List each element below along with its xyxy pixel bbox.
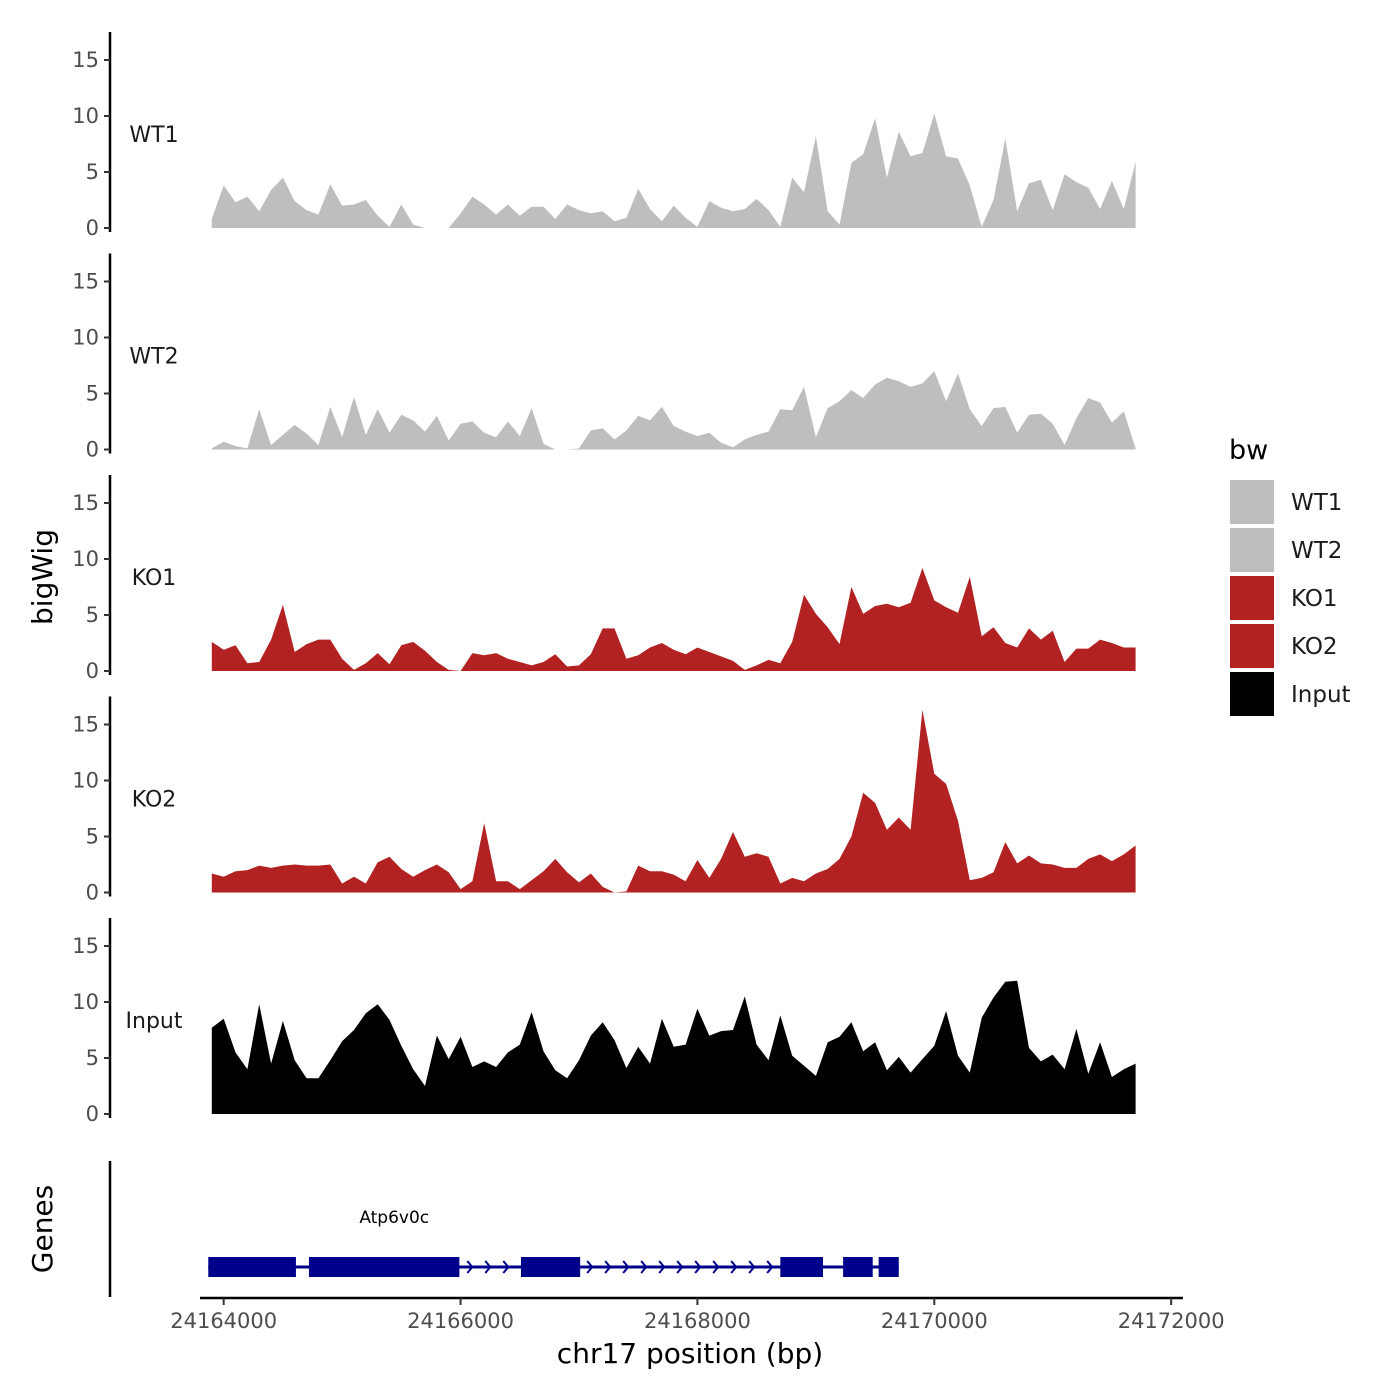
track-label: KO1 <box>132 566 177 591</box>
y-tick-label: 10 <box>72 326 99 350</box>
legend-swatch-wt2 <box>1230 528 1274 572</box>
strand-arrow <box>622 1260 630 1274</box>
legend-label-wt1: WT1 <box>1291 490 1342 516</box>
y-tick-label: 0 <box>86 438 99 462</box>
y-tick-label: 0 <box>86 659 99 683</box>
legend-swatch-wt1 <box>1230 480 1274 524</box>
strand-arrow <box>730 1260 738 1274</box>
x-tick-label: 24166000 <box>407 1309 514 1333</box>
signal-area-wt2 <box>211 371 1136 450</box>
track-input: 0 5 10 15 Input <box>72 918 1136 1126</box>
track-label: Input <box>126 1009 183 1034</box>
x-axis-title: chr17 position (bp) <box>557 1337 823 1370</box>
signal-area-ko1 <box>211 568 1136 671</box>
y-tick-label: 10 <box>72 547 99 571</box>
strand-arrow <box>766 1260 774 1274</box>
strand-arrow <box>640 1260 648 1274</box>
y-tick-label: 5 <box>86 1046 99 1070</box>
strand-arrow <box>466 1260 474 1274</box>
y-tick-label: 5 <box>86 603 99 627</box>
track-wt1: 0 5 10 15 WT1 <box>72 32 1136 240</box>
gene-exon <box>878 1257 899 1277</box>
y-tick-label: 15 <box>72 48 99 72</box>
legend-title: bw <box>1229 435 1268 466</box>
y-tick-label: 5 <box>86 160 99 184</box>
gene-model <box>580 1257 899 1277</box>
track-ko1: 0 5 10 15 KO1 <box>72 475 1136 683</box>
legend-swatch-ko2 <box>1230 624 1274 668</box>
track-label: KO2 <box>132 788 177 813</box>
track-label: WT1 <box>129 123 178 148</box>
gene-exon <box>780 1257 823 1277</box>
y-axis-title: bigWig <box>26 529 59 625</box>
track-ko2: 0 5 10 15 KO2 <box>72 696 1136 905</box>
strand-arrow <box>502 1260 510 1274</box>
legend: bw WT1 WT2 KO1 KO2 Input <box>1229 435 1351 716</box>
y-tick-label: 0 <box>86 216 99 240</box>
x-tick-label: 24164000 <box>170 1309 277 1333</box>
strand-arrow <box>586 1260 594 1274</box>
y-tick-label: 15 <box>72 491 99 515</box>
legend-label-ko1: KO1 <box>1291 586 1338 612</box>
y-tick-label: 10 <box>72 104 99 128</box>
y-tick-label: 0 <box>86 881 99 905</box>
signal-area-input <box>211 980 1136 1114</box>
signal-area-ko2 <box>211 709 1136 893</box>
gene-exon <box>308 1257 460 1277</box>
strand-arrow <box>748 1260 756 1274</box>
legend-label-wt2: WT2 <box>1291 538 1342 564</box>
gene-exon <box>843 1257 873 1277</box>
y-tick-label: 10 <box>72 769 99 793</box>
legend-swatch-ko1 <box>1230 576 1274 620</box>
strand-arrow <box>712 1260 720 1274</box>
x-tick-label: 24170000 <box>881 1309 988 1333</box>
signal-area-wt1 <box>211 113 1136 228</box>
y-tick-label: 5 <box>86 825 99 849</box>
gene-exon <box>520 1257 581 1277</box>
track-wt2: 0 5 10 15 WT2 <box>72 253 1136 462</box>
legend-swatch-input <box>1230 672 1274 716</box>
y-tick-label: 5 <box>86 382 99 406</box>
track-label: WT2 <box>129 345 178 370</box>
track-panels: 0 5 10 15 WT1 0 5 10 15 WT2 0 5 10 15 KO1 0 5 10 15 KO2 0 5 10… <box>72 32 1136 1126</box>
y-tick-label: 15 <box>72 270 99 294</box>
gene-panel-title: Genes <box>26 1185 59 1273</box>
strand-arrow <box>604 1260 612 1274</box>
gene-model: Atp6v0c <box>208 1208 581 1277</box>
gene-exon <box>208 1257 296 1277</box>
y-tick-label: 0 <box>86 1102 99 1126</box>
legend-label-ko2: KO2 <box>1291 634 1338 660</box>
y-tick-label: 15 <box>72 934 99 958</box>
strand-arrow <box>484 1260 492 1274</box>
x-tick-label: 24172000 <box>1118 1309 1225 1333</box>
gene-panel: Atp6v0c <box>108 1161 899 1297</box>
legend-label-input: Input <box>1291 682 1351 708</box>
strand-arrow <box>676 1260 684 1274</box>
y-tick-label: 15 <box>72 713 99 737</box>
x-tick-label: 24168000 <box>644 1309 751 1333</box>
strand-arrow <box>694 1260 702 1274</box>
strand-arrow <box>658 1260 666 1274</box>
gene-name-label: Atp6v0c <box>359 1208 429 1228</box>
x-axis: 24164000 24166000 24168000 24170000 24172000 <box>170 1296 1225 1333</box>
y-tick-label: 10 <box>72 990 99 1014</box>
